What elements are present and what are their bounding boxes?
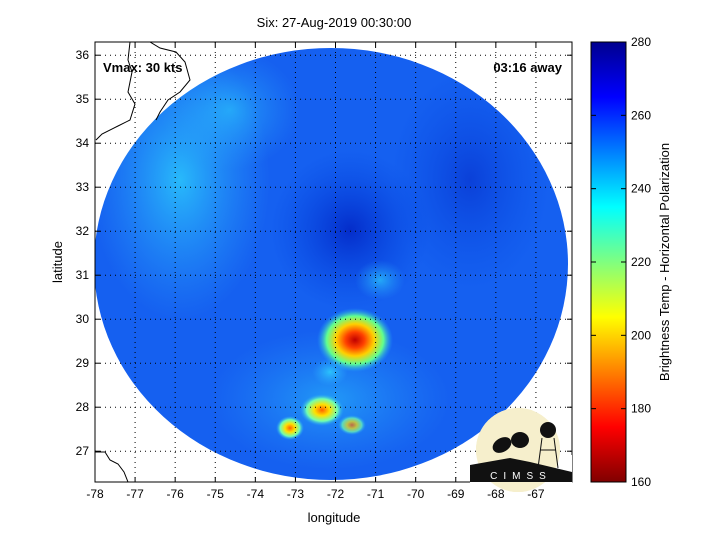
y-tick-label: 34 <box>76 136 90 150</box>
colorbar-tick-label: 260 <box>631 108 651 122</box>
y-tick-label: 32 <box>76 224 90 238</box>
y-tick-label: 31 <box>76 268 90 282</box>
x-tick-label: -69 <box>447 487 465 501</box>
x-tick-label: -68 <box>487 487 505 501</box>
x-tick-label: -70 <box>407 487 425 501</box>
y-tick-label: 27 <box>76 444 90 458</box>
colorbar-tick-label: 180 <box>631 402 651 416</box>
cimss-logo: CIMSS <box>470 408 572 492</box>
x-tick-label: -78 <box>86 487 104 501</box>
x-tick-label: -76 <box>166 487 184 501</box>
time-away-annotation: 03:16 away <box>493 60 562 75</box>
x-tick-label: -74 <box>247 487 265 501</box>
colorbar-tick-label: 220 <box>631 255 651 269</box>
colorbar-tick-label: 200 <box>631 328 651 342</box>
logo-text: CIMSS <box>490 471 552 482</box>
x-tick-label: -72 <box>327 487 345 501</box>
colorbar-tick-label: 160 <box>631 475 651 489</box>
y-tick-label: 30 <box>76 312 90 326</box>
y-tick-label: 35 <box>76 92 90 106</box>
y-axis-label: latitude <box>50 241 65 283</box>
colorbar-tick-label: 280 <box>631 35 651 49</box>
gridlines <box>95 42 572 482</box>
x-tick-label: -73 <box>287 487 305 501</box>
y-tick-label: 29 <box>76 356 90 370</box>
x-tick-label: -75 <box>207 487 225 501</box>
colorbar-label: Brightness Temp - Horizontal Polarizatio… <box>657 143 672 381</box>
x-tick-label: -67 <box>527 487 545 501</box>
chart-title: Six: 27-Aug-2019 00:30:00 <box>257 15 412 30</box>
y-tick-label: 28 <box>76 400 90 414</box>
brightness-temp-swath <box>95 48 568 480</box>
x-axis-label: longitude <box>308 510 361 525</box>
vmax-annotation: Vmax: 30 kts <box>103 60 183 75</box>
colorbar-tick-label: 240 <box>631 182 651 196</box>
coastline <box>95 42 191 482</box>
y-tick-label: 33 <box>76 180 90 194</box>
x-tick-label: -77 <box>126 487 144 501</box>
y-tick-label: 36 <box>76 48 90 62</box>
colorbar <box>590 41 627 483</box>
x-tick-label: -71 <box>367 487 385 501</box>
